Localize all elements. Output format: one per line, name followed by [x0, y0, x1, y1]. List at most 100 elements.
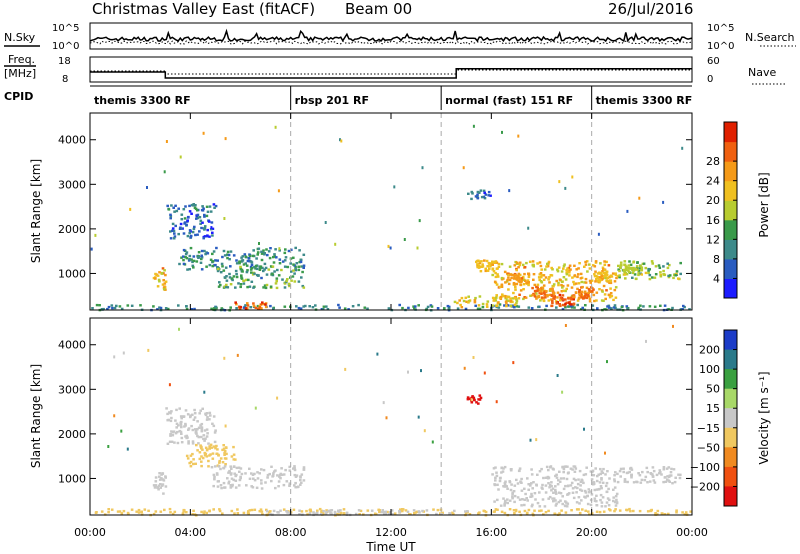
heatmap-cell	[584, 277, 588, 281]
heatmap-cell	[555, 476, 559, 479]
heatmap-cell	[196, 428, 199, 431]
heatmap-cell	[510, 276, 513, 280]
heatmap-cell	[531, 503, 534, 506]
heatmap-cell	[401, 509, 404, 513]
date-label: 26/Jul/2016	[608, 0, 693, 18]
heatmap-cell	[599, 498, 602, 502]
heatmap-speck	[274, 125, 277, 129]
heatmap-cell	[506, 304, 510, 307]
heatmap-cell	[683, 513, 687, 516]
heatmap-cell	[565, 477, 569, 481]
heatmap-cell	[603, 263, 607, 266]
heatmap-cell	[177, 304, 180, 307]
heatmap-cell	[531, 260, 535, 263]
heatmap-cell	[509, 468, 513, 471]
heatmap-speck	[210, 226, 213, 230]
colorbar-swatch	[724, 330, 737, 351]
heatmap-cell	[550, 266, 553, 270]
heatmap-cell	[239, 285, 242, 289]
heatmap-cell	[572, 477, 576, 481]
heatmap-cell	[557, 491, 561, 494]
heatmap-cell	[236, 512, 240, 515]
heatmap-cell	[409, 513, 412, 516]
heatmap-cell	[107, 508, 110, 511]
heatmap-cell	[609, 281, 613, 285]
freq-right-label: Nave	[748, 66, 776, 79]
heatmap-cell	[185, 305, 188, 308]
heatmap-cell	[276, 268, 279, 272]
colorbar-swatch	[724, 180, 737, 201]
heatmap-cell	[229, 265, 232, 268]
heatmap-cell	[518, 293, 521, 296]
heatmap-cell	[535, 297, 538, 300]
heatmap-cell	[232, 458, 236, 461]
heatmap-cell	[474, 304, 477, 307]
heatmap-cell	[225, 279, 229, 282]
colorbar-swatch	[724, 278, 737, 299]
heatmap-cell	[564, 289, 567, 293]
heatmap-cell	[548, 483, 552, 487]
heatmap-cell	[470, 401, 474, 404]
heatmap-cell	[200, 428, 204, 431]
heatmap-cell	[118, 305, 122, 308]
heatmap-cell	[669, 471, 673, 474]
noise-left-label: N.Sky	[4, 31, 36, 44]
freq-left-tick-top: 18	[58, 56, 71, 67]
heatmap-cell	[675, 511, 678, 514]
heatmap-cell	[620, 264, 623, 267]
heatmap-cell	[523, 487, 526, 490]
heatmap-cell	[555, 279, 558, 283]
heatmap-cell	[540, 292, 543, 295]
heatmap-cell	[180, 256, 183, 259]
heatmap-cell	[170, 410, 173, 413]
heatmap-cell	[491, 296, 495, 300]
heatmap-cell	[585, 286, 589, 289]
heatmap-cell	[214, 263, 217, 267]
heatmap-cell	[569, 484, 573, 487]
heatmap-cell	[200, 460, 203, 463]
heatmap-cell	[269, 265, 273, 268]
heatmap-cell	[252, 249, 255, 252]
heatmap-cell	[130, 304, 134, 307]
heatmap-cell	[625, 273, 629, 276]
heatmap-cell	[208, 447, 211, 450]
heatmap-cell	[599, 472, 602, 476]
heatmap-cell	[235, 303, 238, 306]
heatmap-cell	[629, 467, 632, 470]
heatmap-cell	[223, 457, 227, 460]
heatmap-cell	[558, 278, 562, 281]
heatmap-cell	[339, 509, 342, 512]
heatmap-cell	[523, 272, 526, 276]
heatmap-cell	[201, 209, 205, 212]
heatmap-cell	[566, 493, 569, 496]
heatmap-cell	[545, 465, 549, 469]
heatmap-cell	[583, 291, 587, 295]
heatmap-cell	[175, 422, 179, 425]
heatmap-cell	[533, 283, 537, 287]
heatmap-cell	[182, 255, 185, 258]
heatmap-cell	[300, 510, 304, 513]
heatmap-cell	[657, 264, 661, 267]
heatmap-cell	[326, 308, 330, 311]
heatmap-cell	[324, 512, 328, 516]
figure-title: Christmas Valley East (fitACF)	[92, 0, 315, 18]
heatmap-cell	[560, 509, 563, 512]
heatmap-cell	[630, 476, 633, 479]
heatmap-cell	[230, 455, 234, 458]
heatmap-cell	[298, 509, 301, 512]
heatmap-cell	[478, 394, 482, 397]
heatmap-speck	[583, 427, 585, 431]
heatmap-cell	[286, 511, 289, 514]
heatmap-speck	[535, 438, 538, 442]
heatmap-cell	[185, 307, 189, 311]
heatmap-cell	[137, 511, 141, 514]
x-tick-label: 04:00	[174, 526, 206, 539]
heatmap-cell	[378, 509, 381, 512]
heatmap-cell	[527, 275, 531, 279]
heatmap-cell	[200, 254, 203, 257]
heatmap-cell	[659, 273, 662, 277]
heatmap-cell	[498, 303, 502, 306]
heatmap-cell	[299, 475, 302, 478]
heatmap-cell	[220, 262, 224, 266]
heatmap-cell	[239, 306, 242, 309]
